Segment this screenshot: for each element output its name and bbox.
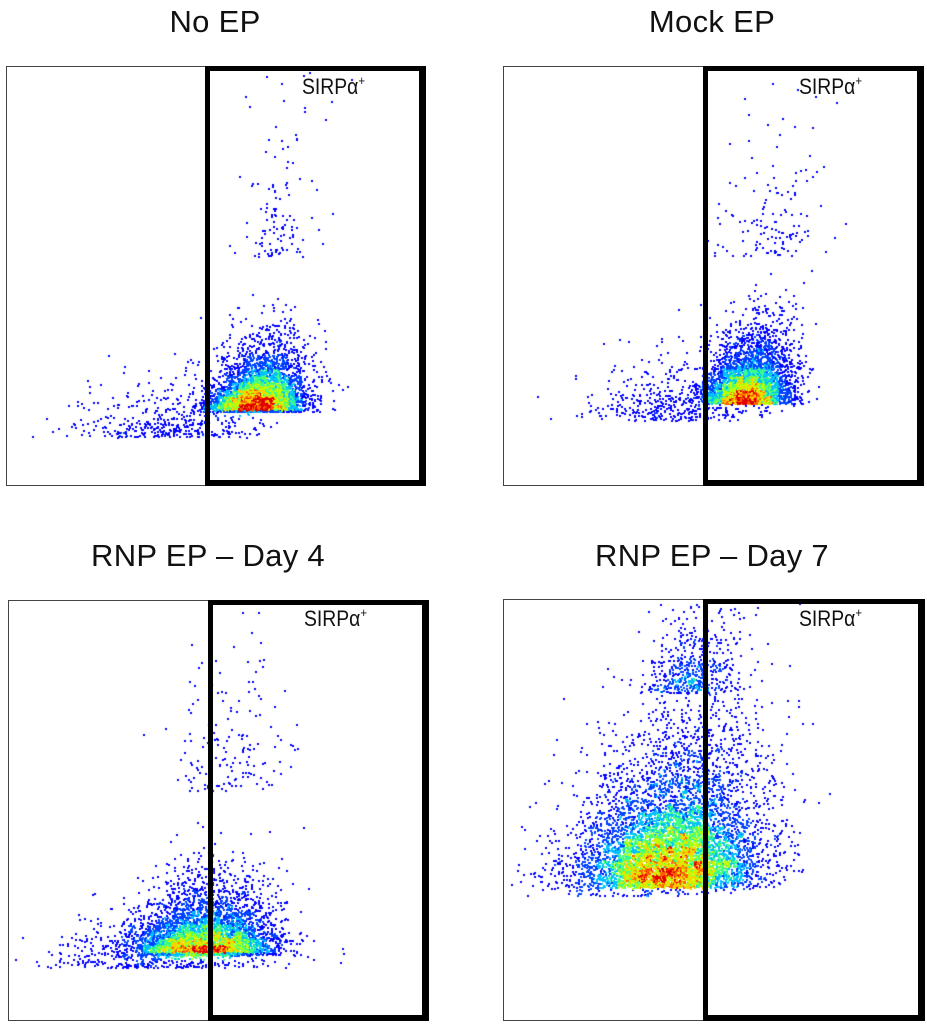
sirpa-positive-gate [703,599,925,1021]
scatter-canvas [504,600,926,1022]
gate-label: SIRPα+ [304,605,368,631]
gate-label-superscript: + [855,73,863,88]
plot-area [503,66,925,487]
panel-title: No EP [169,4,261,39]
gate-label-superscript: + [360,605,368,620]
plot-area [8,600,430,1022]
gate-label: SIRPα+ [302,73,366,99]
gate-label-text: SIRPα [799,606,856,631]
sirpa-positive-gate [208,600,429,1021]
gate-label: SIRPα+ [799,605,863,631]
panel-title: Mock EP [648,4,776,39]
gate-label-superscript: + [358,73,366,88]
gate-label-superscript: + [855,605,863,620]
scatter-canvas [7,67,427,487]
plot-area [6,66,427,487]
scatter-canvas [9,601,430,1022]
panel-title: RNP EP – Day 7 [595,538,829,573]
gate-label-text: SIRPα [304,606,361,631]
plot-area [503,599,926,1022]
gate-label-text: SIRPα [799,74,856,99]
scatter-canvas [504,67,925,487]
sirpa-positive-gate [703,66,924,486]
sirpa-positive-gate [205,66,426,486]
gate-label-text: SIRPα [302,74,359,99]
panel-title: RNP EP – Day 4 [91,538,325,573]
gate-label: SIRPα+ [799,73,863,99]
